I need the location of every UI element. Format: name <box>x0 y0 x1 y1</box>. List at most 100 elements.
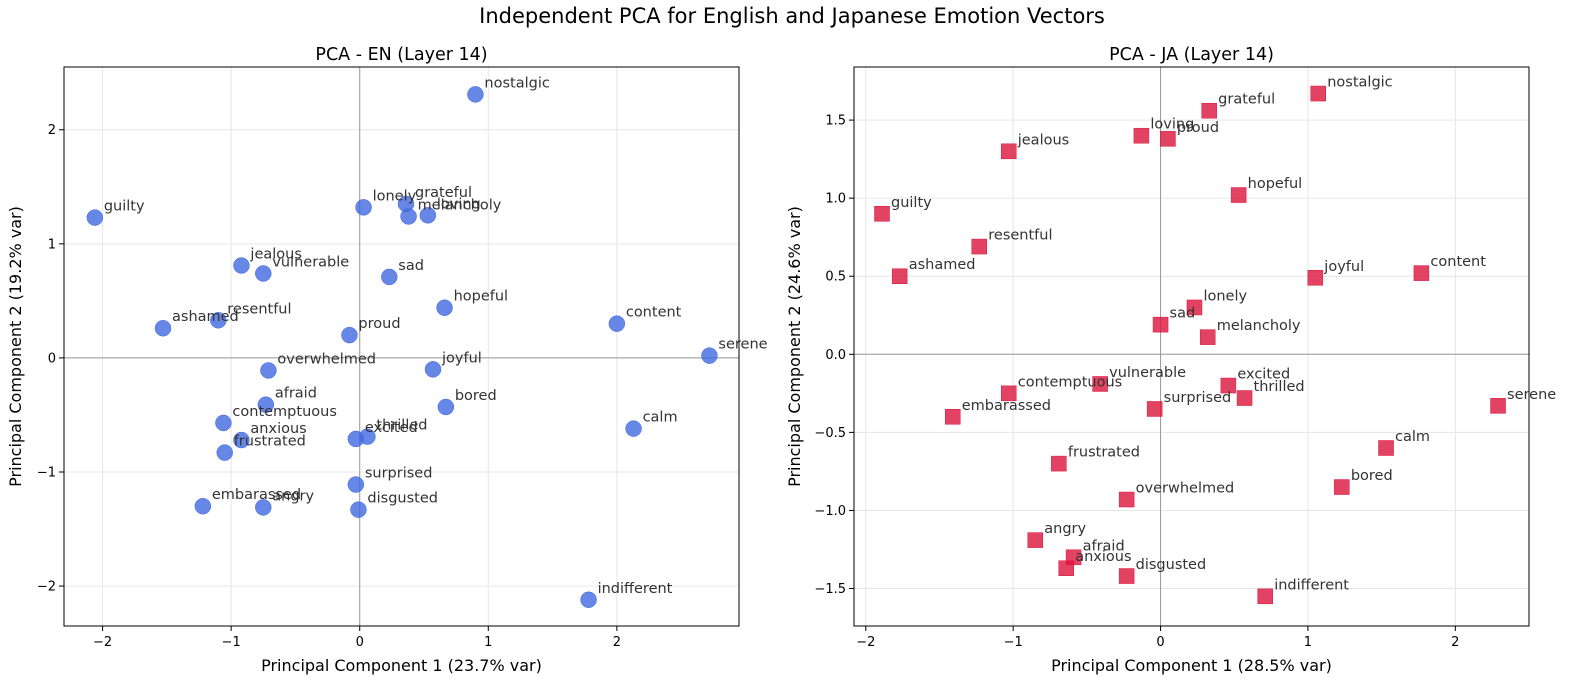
y-tick-label: −1 <box>37 465 56 480</box>
data-point-ashamed <box>891 268 908 284</box>
y-tick-label: −2 <box>37 580 56 595</box>
y-tick-label: 1.5 <box>825 114 846 129</box>
point-label-bored: bored <box>1351 468 1393 484</box>
point-label-contemptuous: contemptuous <box>232 404 336 420</box>
point-label-grateful: grateful <box>1218 92 1275 108</box>
data-point-guilty <box>874 206 890 222</box>
chart-en-ylabel: Principal Component 2 (19.2% var) <box>6 206 25 487</box>
y-tick-label: −0.5 <box>814 426 846 441</box>
point-label-frustrated: frustrated <box>234 434 306 450</box>
point-label-nostalgic: nostalgic <box>484 75 549 91</box>
data-point-lonely <box>1186 299 1203 316</box>
chart-ja-ylabel: Principal Component 2 (24.6% var) <box>785 206 804 487</box>
point-label-indifferent: indifferent <box>1274 577 1349 593</box>
point-label-afraid: afraid <box>275 386 317 402</box>
point-label-excited: excited <box>1237 367 1290 383</box>
data-point-proud <box>341 326 358 344</box>
data-point-excited <box>347 430 365 448</box>
data-point-angry <box>1027 532 1044 548</box>
data-point-nostalgic <box>467 86 484 103</box>
data-point-afraid <box>257 396 275 413</box>
data-point-serene <box>701 347 718 364</box>
point-label-contemptuous: contemptuous <box>1018 374 1122 390</box>
data-point-sad <box>381 268 398 286</box>
data-point-angry <box>255 499 272 516</box>
point-label-excited: excited <box>365 420 418 436</box>
data-point-calm <box>1378 440 1394 456</box>
data-point-hopeful <box>1230 187 1247 203</box>
data-point-vulnerable <box>255 265 272 282</box>
point-label-disgusted: disgusted <box>367 491 438 507</box>
point-label-nostalgic: nostalgic <box>1327 75 1392 91</box>
data-point-resentful <box>971 238 988 255</box>
plot-frame <box>63 66 740 627</box>
x-tick-label: 2 <box>1451 635 1459 650</box>
y-tick-label: −1.5 <box>814 582 846 597</box>
point-label-joyful: joyful <box>1323 259 1364 275</box>
chart-ja-title: PCA - JA (Layer 14) <box>1109 45 1274 65</box>
data-point-jealous <box>1000 143 1017 160</box>
data-point-grateful <box>1201 102 1217 119</box>
data-point-disgusted <box>350 501 367 518</box>
chart-en-title: PCA - EN (Layer 14) <box>315 45 487 65</box>
data-point-surprised <box>1146 401 1163 417</box>
data-point-surprised <box>347 476 365 493</box>
data-point-sad <box>1152 316 1169 333</box>
data-point-embarassed <box>944 409 961 425</box>
point-label-hopeful: hopeful <box>1248 176 1303 192</box>
point-label-melancholy: melancholy <box>1217 318 1301 334</box>
chart-ja-xlabel: Principal Component 1 (28.5% var) <box>1051 656 1332 675</box>
point-label-lonely: lonely <box>373 188 417 204</box>
point-label-calm: calm <box>643 410 678 426</box>
point-label-melancholy: melancholy <box>418 197 502 213</box>
point-label-loving: loving <box>437 196 481 212</box>
data-point-overwhelmed <box>1118 491 1135 508</box>
data-point-contemptuous <box>1000 385 1017 402</box>
point-label-hopeful: hopeful <box>454 289 509 305</box>
point-label-surprised: surprised <box>1164 390 1232 406</box>
point-label-embarassed: embarassed <box>962 398 1051 414</box>
plot-frame <box>853 66 1530 627</box>
data-point-lonely <box>355 199 372 216</box>
y-tick-label: 0 <box>48 351 56 366</box>
point-label-thrilled: thrilled <box>376 418 427 434</box>
data-point-melancholy <box>400 208 417 225</box>
point-label-guilty: guilty <box>891 195 932 211</box>
point-label-grateful: grateful <box>415 185 472 201</box>
point-label-overwhelmed: overwhelmed <box>1136 481 1235 497</box>
x-tick-label: −1 <box>1004 635 1023 650</box>
data-point-disgusted <box>1118 568 1135 584</box>
y-tick-label: 1.0 <box>825 192 846 207</box>
point-label-surprised: surprised <box>365 466 433 482</box>
x-tick-label: 2 <box>613 635 621 650</box>
point-label-jealous: jealous <box>249 247 301 263</box>
x-tick-label: −1 <box>222 635 241 650</box>
data-point-thrilled <box>1236 390 1253 406</box>
x-tick-label: 0 <box>1156 635 1164 650</box>
point-label-embarassed: embarassed <box>212 487 301 503</box>
x-tick-label: −2 <box>856 635 875 650</box>
point-label-calm: calm <box>1395 429 1430 445</box>
chart-en-group: nostalgic guilty lonelygratefullovingmelan… <box>6 45 768 675</box>
data-point-frustrated <box>216 444 233 461</box>
point-label-serene: serene <box>718 337 767 353</box>
point-label-joyful: joyful <box>441 350 482 366</box>
point-label-lonely: lonely <box>1203 288 1247 304</box>
y-tick-label: 0.5 <box>825 270 846 285</box>
point-label-content: content <box>1430 254 1486 270</box>
x-tick-label: 1 <box>1304 635 1312 650</box>
data-point-melancholy <box>1199 329 1216 345</box>
point-label-vulnerable: vulnerable <box>1109 365 1186 381</box>
point-label-jealous: jealous <box>1017 132 1069 148</box>
x-tick-label: 0 <box>356 635 364 650</box>
point-label-angry: angry <box>272 488 314 504</box>
y-tick-label: 2 <box>48 123 56 138</box>
data-point-anxious <box>233 431 250 449</box>
data-point-joyful <box>1307 270 1324 286</box>
data-point-loving <box>419 207 437 224</box>
data-point-loving <box>1133 127 1150 144</box>
point-label-anxious: anxious <box>1075 549 1131 565</box>
